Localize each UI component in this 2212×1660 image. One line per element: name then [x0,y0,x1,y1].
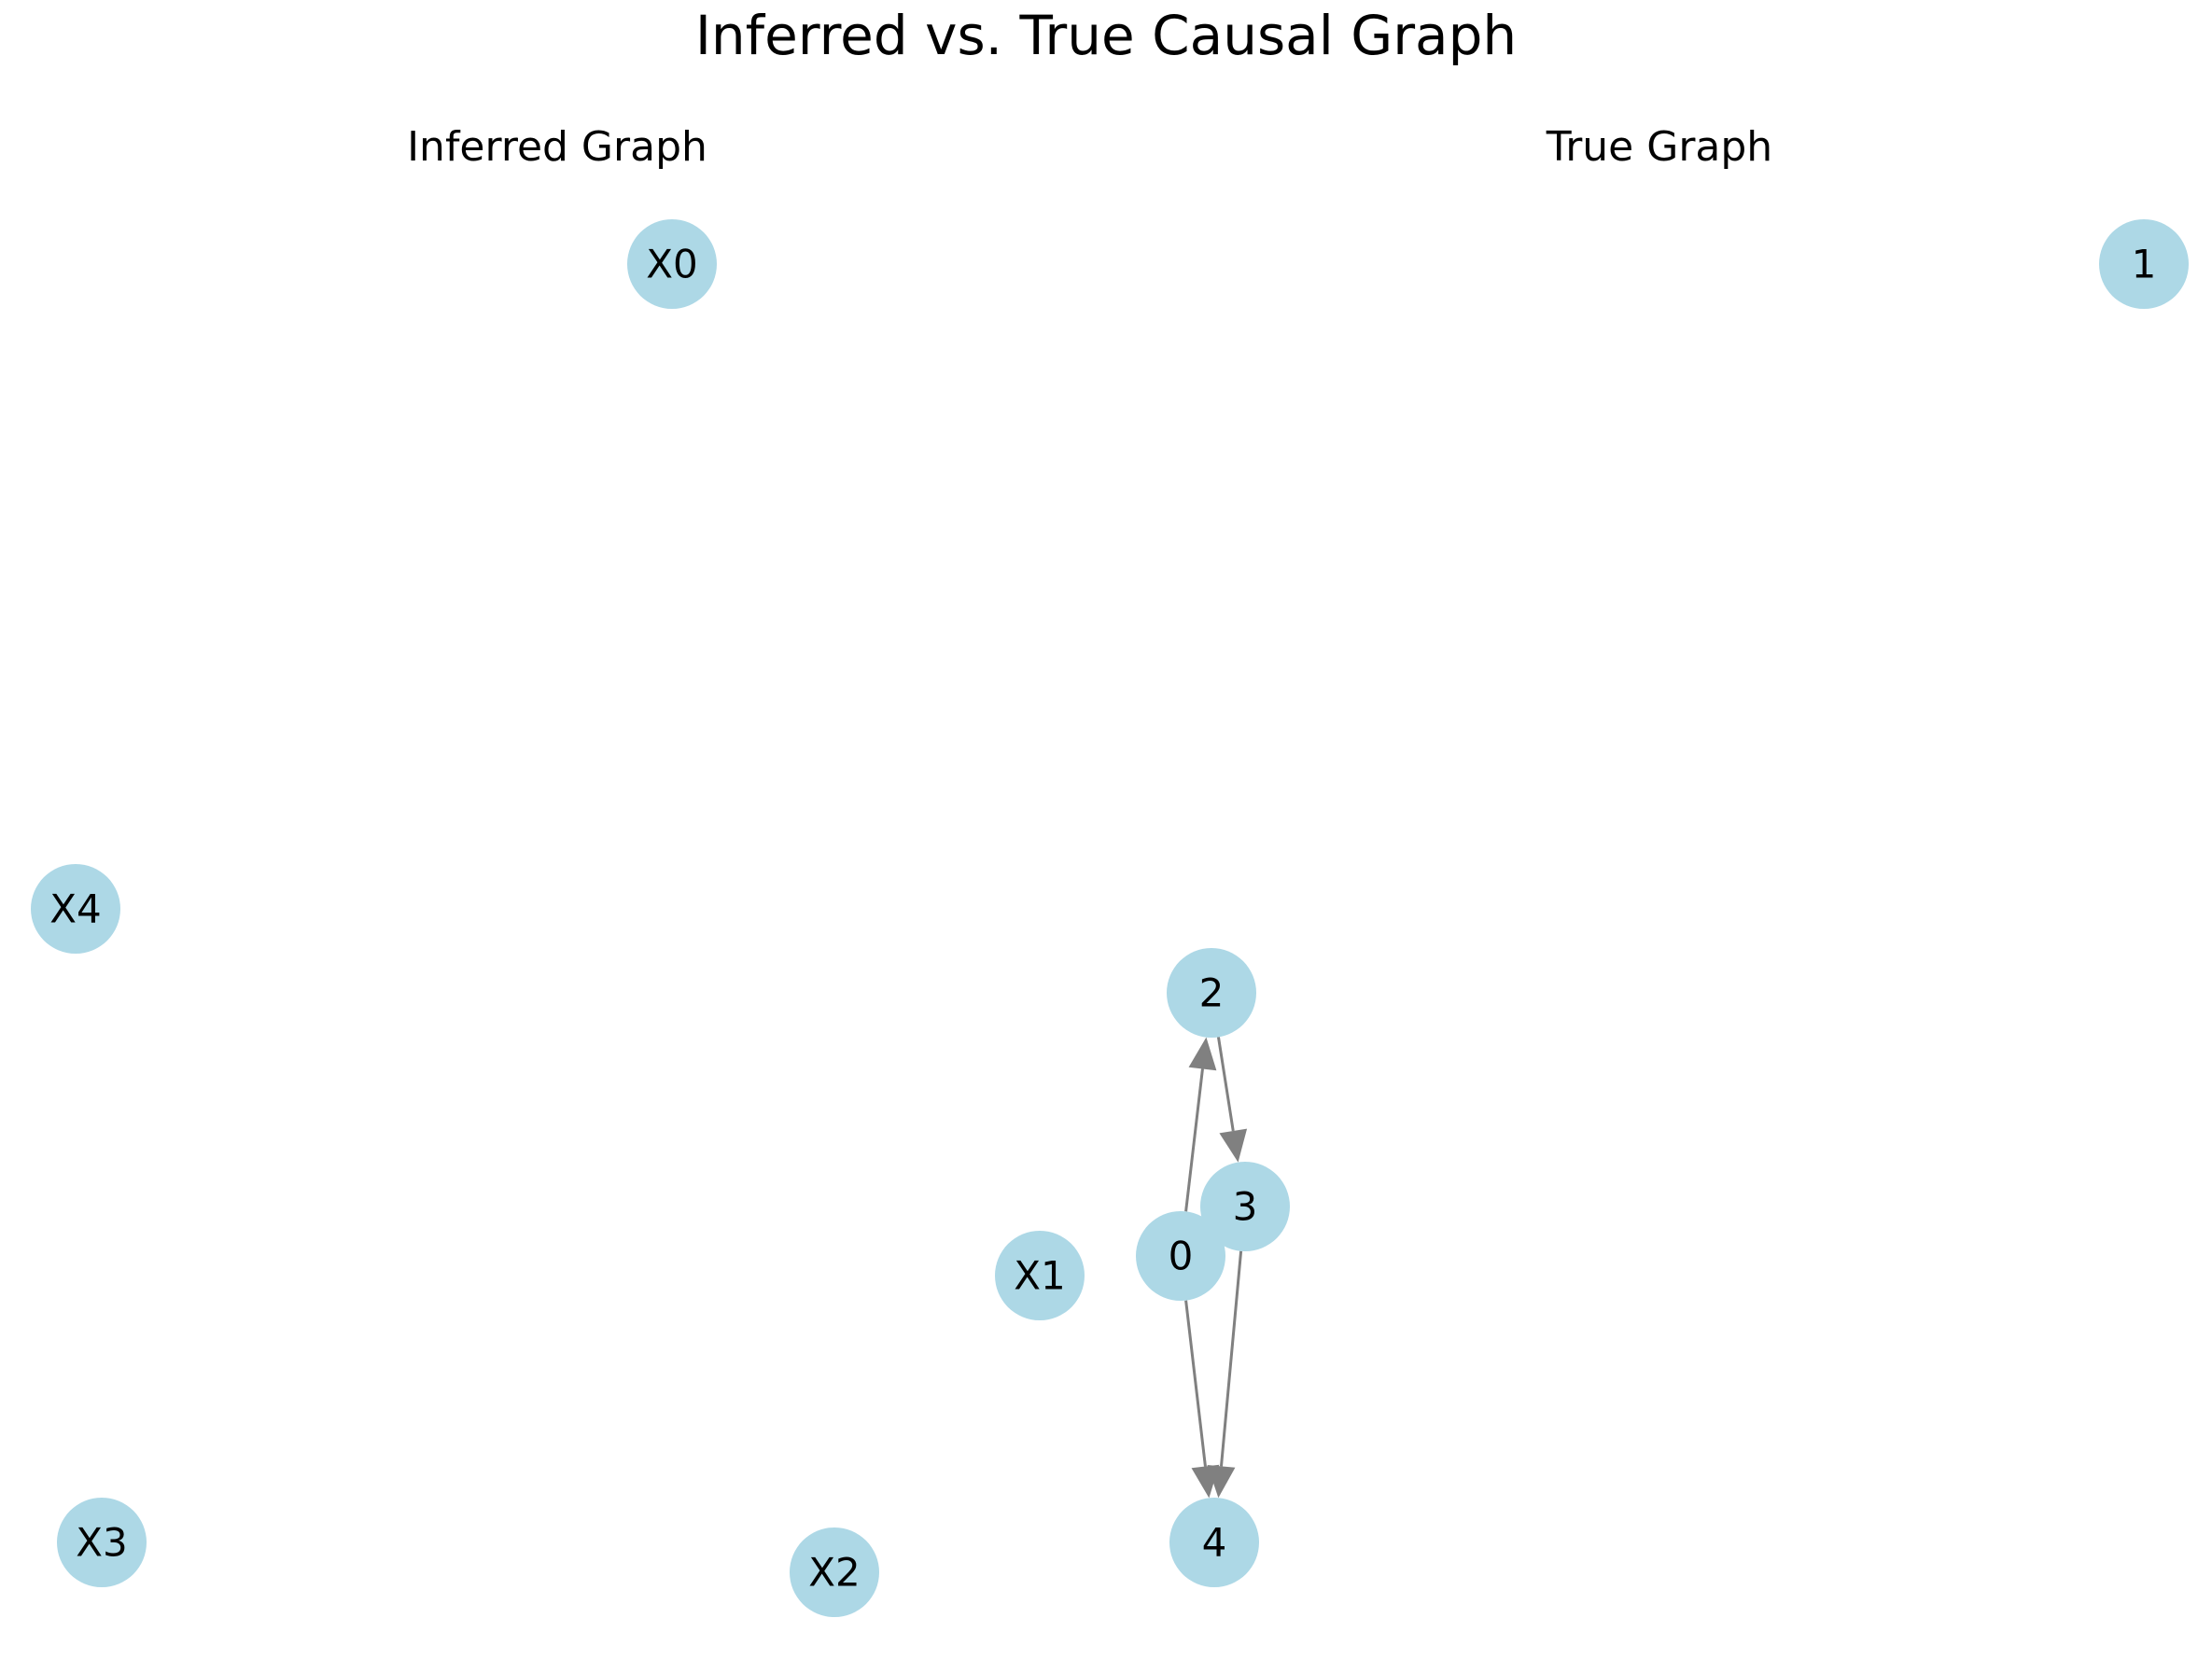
node-label: X4 [49,886,102,932]
node-label: 3 [1233,1184,1258,1230]
node-2: 2 [1167,948,1256,1038]
node-label: 4 [1202,1520,1227,1566]
node-0: 0 [1136,1211,1225,1301]
panel-title-inferred: Inferred Graph [407,123,707,171]
node-circle [1167,948,1256,1038]
node-circle [790,1527,879,1617]
node-X2: X2 [790,1527,879,1617]
node-X4: X4 [31,864,120,954]
node-3: 3 [1200,1162,1290,1251]
nodes-layer: X0 X1 X2 X3 X4 0 1 2 3 4 [31,219,2189,1617]
node-X3: X3 [57,1498,147,1587]
node-circle [1200,1162,1290,1251]
node-label: 0 [1169,1234,1194,1279]
edge-3-to-4-line [1219,1250,1243,1467]
node-label: X0 [646,242,698,287]
edge-2-to-3-line [1216,1037,1235,1132]
node-circle [1169,1498,1259,1587]
node-4: 4 [1169,1498,1259,1587]
node-X0: X0 [627,219,717,309]
edge-3-to-4-arrowhead [1207,1464,1236,1499]
node-label: X2 [808,1550,861,1596]
node-label: 2 [1199,970,1225,1016]
node-circle [995,1231,1085,1320]
figure-title: Inferred vs. True Causal Graph [695,4,1517,67]
node-label: 1 [2132,242,2157,287]
edge-2-to-3-arrowhead [1219,1128,1248,1163]
edge-2-to-3 [1216,1037,1248,1163]
edge-0-to-2-line [1184,1068,1204,1212]
node-X1: X1 [995,1231,1085,1320]
node-label: X1 [1014,1253,1066,1299]
edge-3-to-4 [1207,1250,1243,1499]
edge-0-to-4-line [1184,1300,1207,1467]
edge-0-to-2-arrowhead [1188,1037,1217,1071]
edge-0-to-2 [1184,1037,1217,1212]
node-circle [2099,219,2189,309]
edges-layer [1184,1037,1248,1499]
node-label: X3 [76,1520,128,1566]
node-circle [57,1498,147,1587]
node-circle [627,219,717,309]
node-circle [1136,1211,1225,1301]
node-1: 1 [2099,219,2189,309]
node-circle [31,864,120,954]
panel-title-true: True Graph [1546,123,1772,171]
